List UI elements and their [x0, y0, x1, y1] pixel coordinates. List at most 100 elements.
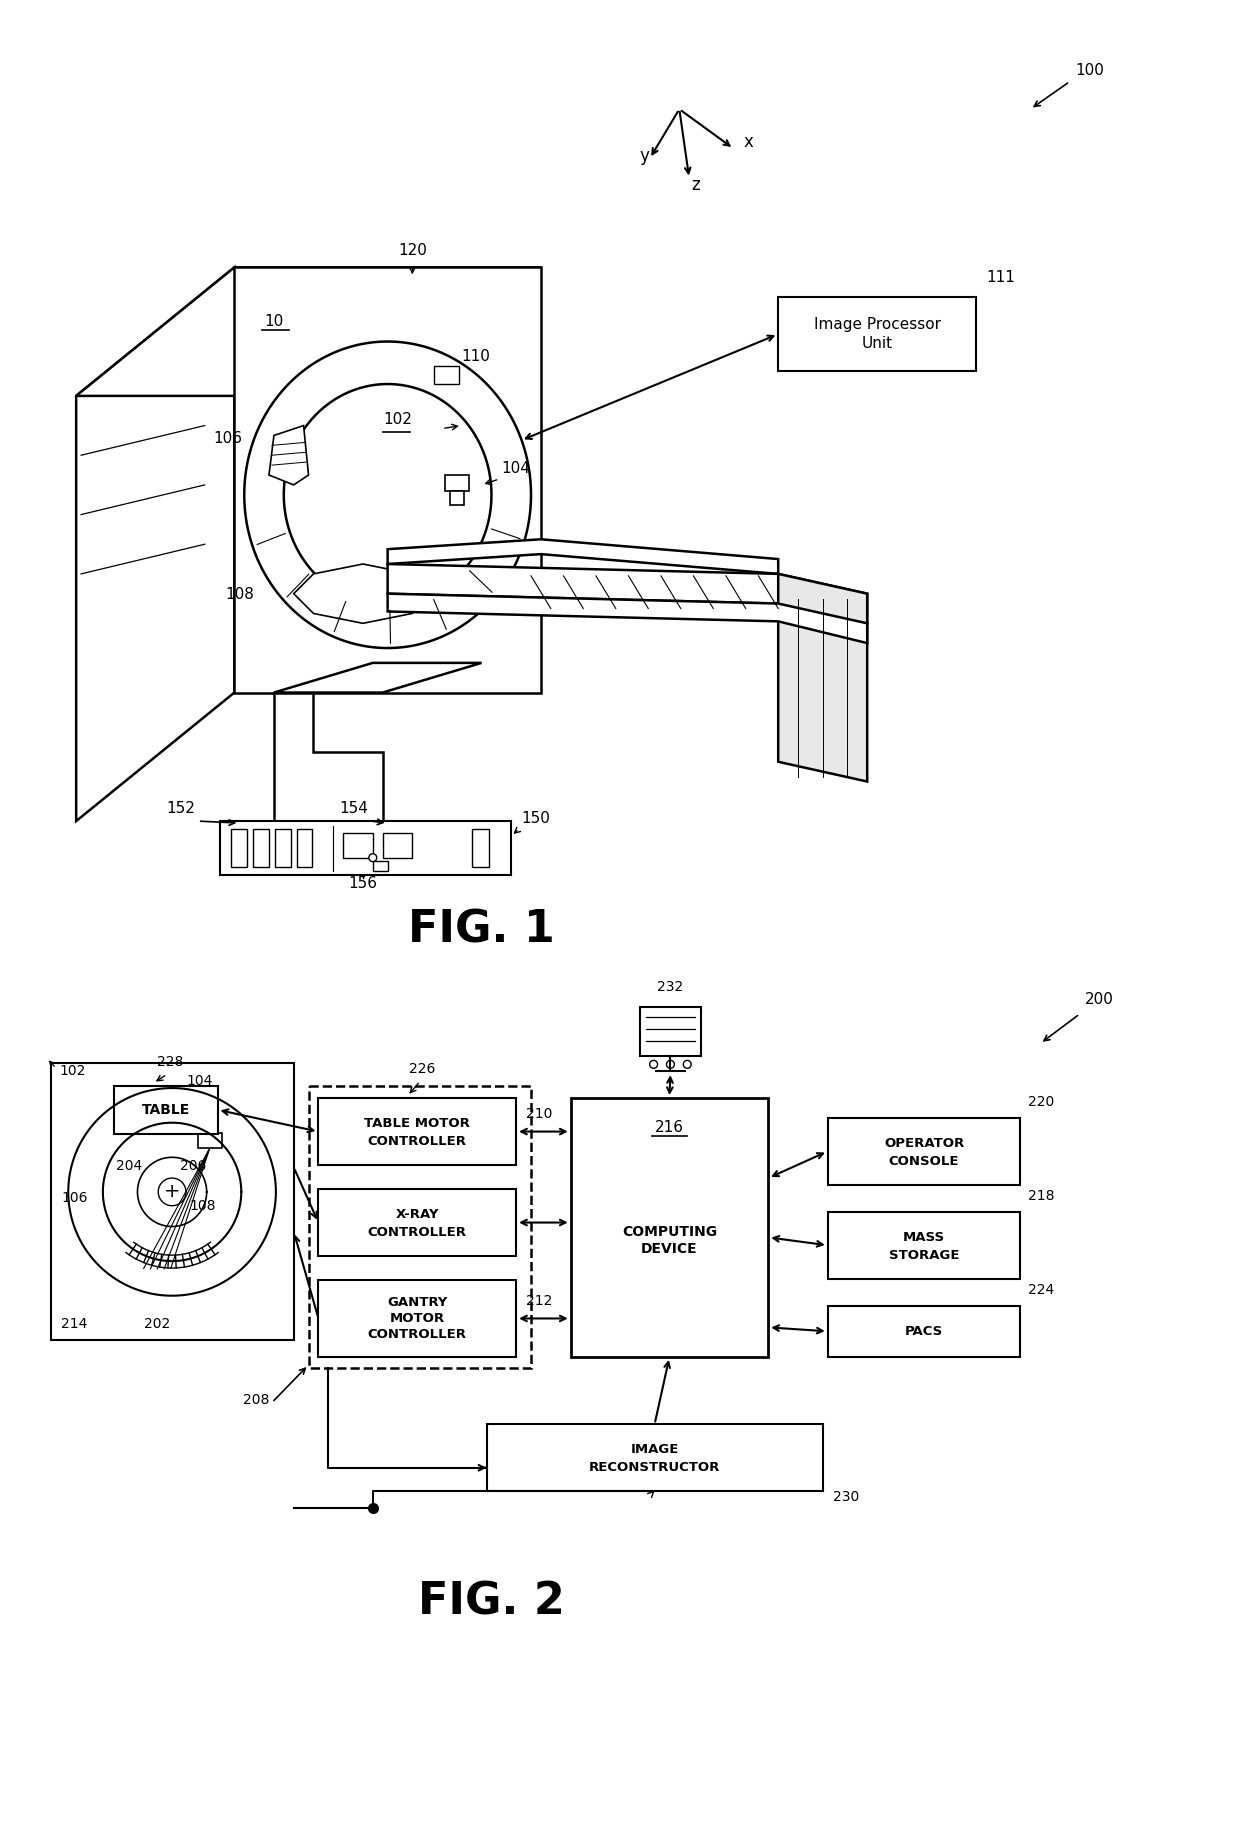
Bar	[486, 1424, 822, 1492]
Polygon shape	[234, 268, 541, 692]
Polygon shape	[388, 539, 779, 574]
Text: 230: 230	[832, 1490, 859, 1505]
Text: 216: 216	[655, 1119, 684, 1136]
Text: MASS: MASS	[903, 1231, 945, 1244]
Polygon shape	[274, 662, 481, 692]
Text: 228: 228	[157, 1055, 184, 1070]
Text: x: x	[744, 132, 754, 150]
Bar	[51, 1062, 294, 1340]
Text: CONTROLLER: CONTROLLER	[368, 1329, 466, 1341]
Bar	[309, 1086, 531, 1367]
Bar	[253, 829, 269, 866]
Bar	[445, 475, 469, 490]
Text: 210: 210	[527, 1107, 553, 1121]
Bar	[219, 820, 511, 875]
Text: X-RAY: X-RAY	[396, 1207, 439, 1220]
Text: +: +	[164, 1182, 180, 1202]
Text: 106: 106	[213, 431, 242, 446]
Bar	[114, 1086, 217, 1134]
Polygon shape	[76, 268, 234, 820]
Polygon shape	[388, 595, 867, 642]
Bar	[779, 297, 976, 371]
Text: STORAGE: STORAGE	[889, 1248, 960, 1262]
Text: 224: 224	[1028, 1283, 1055, 1297]
Bar	[275, 829, 290, 866]
Bar	[232, 829, 247, 866]
Text: MOTOR: MOTOR	[389, 1312, 445, 1325]
Text: 108: 108	[190, 1198, 216, 1213]
Polygon shape	[284, 384, 491, 606]
Text: 206: 206	[180, 1160, 206, 1173]
Circle shape	[650, 1061, 657, 1068]
Text: TABLE: TABLE	[141, 1103, 190, 1118]
Bar	[319, 1279, 516, 1358]
Text: 200: 200	[1085, 993, 1114, 1007]
Text: CONTROLLER: CONTROLLER	[368, 1136, 466, 1149]
Text: 220: 220	[1028, 1095, 1055, 1108]
Text: z: z	[691, 176, 699, 195]
Text: PACS: PACS	[905, 1325, 944, 1338]
Polygon shape	[779, 574, 867, 782]
Bar	[373, 861, 388, 870]
Text: 214: 214	[61, 1318, 88, 1332]
Bar	[343, 833, 373, 857]
Circle shape	[683, 1061, 691, 1068]
Polygon shape	[76, 268, 541, 396]
Text: RECONSTRUCTOR: RECONSTRUCTOR	[589, 1461, 720, 1474]
Bar	[827, 1118, 1021, 1185]
Bar	[450, 490, 464, 505]
Bar	[827, 1211, 1021, 1279]
Text: 202: 202	[144, 1318, 170, 1332]
Text: Unit: Unit	[862, 336, 893, 352]
Bar	[570, 1097, 769, 1358]
Text: 212: 212	[527, 1294, 553, 1308]
Polygon shape	[388, 563, 867, 624]
Text: 106: 106	[61, 1191, 88, 1206]
Text: 110: 110	[461, 349, 491, 365]
Text: 102: 102	[60, 1064, 86, 1079]
Text: 120: 120	[398, 244, 427, 259]
Bar	[319, 1189, 516, 1257]
Text: DEVICE: DEVICE	[641, 1242, 698, 1257]
Text: CONTROLLER: CONTROLLER	[368, 1226, 466, 1239]
Text: 208: 208	[243, 1393, 269, 1407]
Text: 111: 111	[986, 270, 1014, 284]
Polygon shape	[244, 341, 531, 648]
Text: 218: 218	[1028, 1189, 1055, 1202]
Bar	[203, 1119, 217, 1132]
Text: 156: 156	[348, 877, 377, 892]
Text: 226: 226	[409, 1062, 435, 1077]
Text: Image Processor: Image Processor	[813, 317, 941, 332]
Text: 104: 104	[187, 1073, 213, 1088]
Text: CONSOLE: CONSOLE	[889, 1154, 960, 1167]
Polygon shape	[274, 692, 383, 820]
Text: OPERATOR: OPERATOR	[884, 1138, 965, 1151]
Text: 102: 102	[383, 411, 412, 426]
Bar	[471, 829, 490, 866]
Text: TABLE MOTOR: TABLE MOTOR	[365, 1118, 470, 1130]
Text: GANTRY: GANTRY	[387, 1296, 448, 1308]
Text: y: y	[640, 147, 650, 165]
Bar	[434, 367, 459, 384]
Bar	[383, 833, 413, 857]
Text: 100: 100	[1075, 62, 1104, 77]
Text: 104: 104	[501, 461, 531, 475]
Text: 232: 232	[657, 980, 683, 995]
Text: FIG. 2: FIG. 2	[418, 1580, 565, 1624]
Bar	[319, 1097, 516, 1165]
Text: 152: 152	[166, 802, 195, 817]
Polygon shape	[269, 426, 309, 484]
Bar	[296, 829, 312, 866]
Bar	[640, 1007, 701, 1057]
Bar	[198, 1132, 222, 1149]
Bar	[827, 1307, 1021, 1358]
Text: 150: 150	[521, 811, 551, 826]
Text: COMPUTING: COMPUTING	[622, 1226, 717, 1239]
Text: FIG. 1: FIG. 1	[408, 908, 556, 951]
Text: 10: 10	[264, 314, 284, 328]
Polygon shape	[294, 563, 432, 624]
Circle shape	[666, 1061, 675, 1068]
Text: 204: 204	[117, 1160, 143, 1173]
Circle shape	[368, 853, 377, 862]
Text: 154: 154	[339, 802, 368, 817]
